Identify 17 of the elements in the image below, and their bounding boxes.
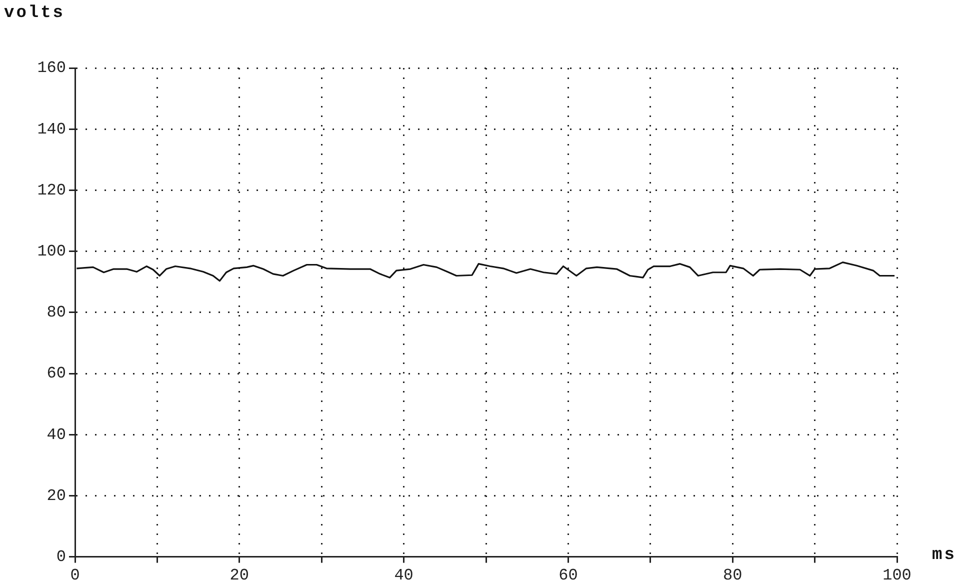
y-tick-label: 60 (46, 364, 66, 383)
y-axis-title: volts (4, 4, 66, 23)
y-tick-label: 20 (46, 486, 66, 505)
y-tick-label: 40 (46, 426, 66, 444)
y-tick-label: 160 (37, 59, 66, 78)
x-tick-label: 60 (558, 566, 578, 585)
x-tick-label: 0 (70, 566, 80, 585)
x-tick-label: 80 (723, 566, 742, 585)
y-tick-label: 140 (37, 120, 66, 138)
y-tick-label: 120 (37, 181, 66, 200)
x-tick-label: 100 (882, 566, 912, 585)
x-axis-title: ms (932, 546, 956, 565)
y-tick-label: 0 (56, 548, 66, 566)
y-tick-label: 100 (37, 242, 66, 261)
y-tick-label: 80 (46, 304, 66, 322)
x-tick-label: 20 (230, 566, 249, 585)
x-tick-label: 40 (394, 566, 414, 585)
